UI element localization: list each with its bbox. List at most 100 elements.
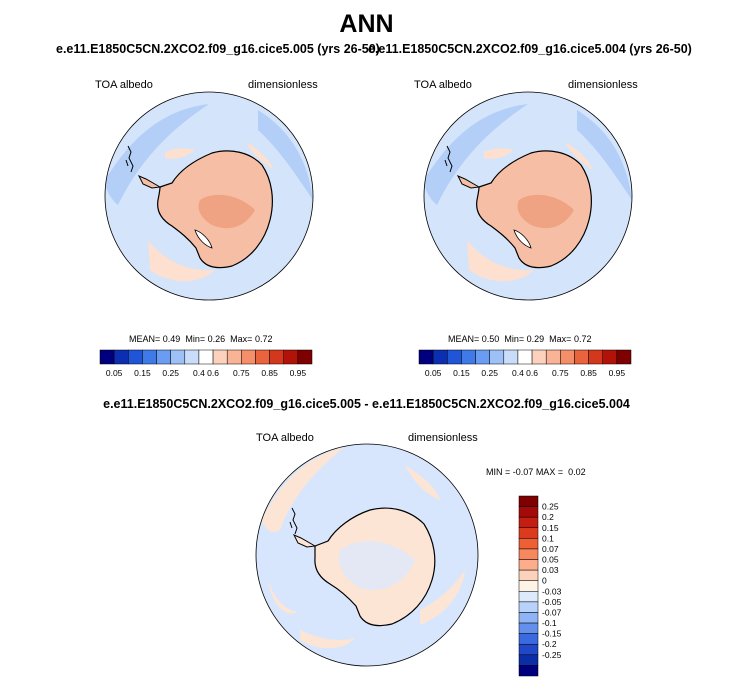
- colorbar-tick-label: 0.2: [542, 512, 554, 522]
- colorbar-swatch: [212, 349, 228, 365]
- panel-2-map: [423, 91, 633, 301]
- colorbar-swatch: [574, 349, 589, 365]
- panel-1-case-title: e.e11.E1850C5CN.2XCO2.f09_g16.cice5.005 …: [56, 42, 380, 56]
- panel-2-units-label: dimensionless: [568, 79, 638, 91]
- difference-min-max: MIN = -0.07 MAX = 0.02: [486, 467, 586, 477]
- panel-1-map: [104, 91, 314, 301]
- diff-max-label: MAX =: [535, 467, 564, 477]
- colorbar-swatch: [142, 349, 157, 365]
- panel-1-stats: MEAN= 0.49 Min= 0.26 Max= 0.72: [129, 334, 272, 344]
- min-value: 0.29: [526, 334, 545, 344]
- panel-1-units-label: dimensionless: [248, 79, 318, 91]
- colorbar-tick-label: 0.1: [542, 533, 554, 543]
- difference-title: e.e11.E1850C5CN.2XCO2.f09_g16.cice5.005 …: [103, 397, 630, 411]
- max-value: 0.72: [254, 334, 273, 344]
- colorbar-tick-label: 0.05: [106, 368, 123, 378]
- colorbar-swatch: [518, 601, 539, 613]
- colorbar-tick-label: 0.95: [290, 368, 307, 378]
- colorbar-tick-label: 0.6: [526, 368, 538, 378]
- colorbar-tick-label: 0.05: [425, 368, 442, 378]
- colorbar-tick-label: 0.85: [261, 368, 278, 378]
- colorbar-tick-label: 0.75: [552, 368, 569, 378]
- colorbar-tick-label: -0.25: [542, 650, 562, 660]
- antarctica-1: [137, 150, 273, 269]
- panel-2-variable-label: TOA albedo: [414, 79, 472, 91]
- south-america-tip-1: [125, 145, 134, 173]
- panel-1-colorbar: 0.05 0.15 0.25 0.4 0.6 0.75 0.85 0.95: [99, 349, 313, 378]
- colorbar-swatch: [518, 506, 539, 518]
- panel-2-colorbar: 0.05 0.15 0.25 0.4 0.6 0.75 0.85 0.95: [418, 349, 632, 378]
- colorbar-tick-label: 0.15: [453, 368, 470, 378]
- colorbar-swatch: [461, 349, 476, 365]
- colorbar-swatch: [616, 349, 632, 365]
- colorbar-tick-label: 0.15: [134, 368, 151, 378]
- colorbar-tick-label: 0.25: [481, 368, 498, 378]
- colorbar-tick-label: 0.75: [233, 368, 250, 378]
- colorbar-tick-label: 0.25: [162, 368, 179, 378]
- colorbar-tick-label: -0.03: [542, 586, 562, 596]
- colorbar-swatch: [170, 349, 186, 365]
- colorbar-tick-label: -0.15: [542, 629, 562, 639]
- colorbar-swatch: [447, 349, 462, 365]
- colorbar-swatch: [475, 349, 490, 365]
- colorbar-swatch: [432, 349, 448, 365]
- colorbar-swatch: [545, 349, 561, 365]
- colorbar-swatch: [489, 349, 505, 365]
- colorbar-swatch: [560, 349, 575, 365]
- colorbar-tick-label: 0: [542, 576, 547, 586]
- colorbar-swatch: [503, 349, 519, 365]
- diff-min-label: MIN =: [486, 467, 511, 477]
- colorbar-swatch: [518, 622, 539, 634]
- colorbar-tick-label: 0.4: [193, 368, 205, 378]
- diff-min-value: -0.07: [512, 467, 534, 477]
- colorbar-swatch: [418, 349, 434, 365]
- colorbar-swatch: [518, 538, 539, 550]
- colorbar-tick-label: 0.07: [542, 544, 559, 554]
- colorbar-swatch: [531, 349, 547, 365]
- colorbar-swatch: [99, 349, 115, 365]
- colorbar-swatch: [226, 349, 242, 365]
- difference-map: [255, 443, 479, 667]
- colorbar-swatch: [517, 349, 533, 365]
- min-label: Min=: [504, 334, 525, 344]
- colorbar-tick-label: -0.07: [542, 607, 562, 617]
- mean-value: 0.50: [481, 334, 500, 344]
- max-value: 0.72: [573, 334, 592, 344]
- max-label: Max=: [230, 334, 253, 344]
- min-value: 0.26: [207, 334, 226, 344]
- colorbar-tick-label: 0.15: [542, 523, 559, 533]
- colorbar-swatch: [518, 580, 539, 592]
- colorbar-tick-label: 0.85: [580, 368, 597, 378]
- colorbar-swatch: [518, 633, 539, 645]
- colorbar-swatch: [602, 349, 618, 365]
- colorbar-swatch: [283, 349, 299, 365]
- difference-units-label: dimensionless: [408, 432, 478, 444]
- difference-colorbar: 0.250.20.150.10.070.050.030-0.03-0.05-0.…: [518, 495, 562, 677]
- mean-label: MEAN=: [129, 334, 161, 344]
- colorbar-swatch: [518, 654, 539, 666]
- colorbar-swatch: [518, 665, 539, 677]
- colorbar-swatch: [588, 349, 603, 365]
- colorbar-swatch: [297, 349, 313, 365]
- colorbar-swatch: [184, 349, 200, 365]
- panel-1-variable-label: TOA albedo: [95, 79, 153, 91]
- colorbar-tick-label: -0.2: [542, 639, 557, 649]
- min-label: Min=: [185, 334, 206, 344]
- colorbar-swatch: [198, 349, 214, 365]
- colorbar-swatch: [518, 527, 539, 539]
- colorbar-tick-label: 0.6: [207, 368, 219, 378]
- colorbar-swatch: [518, 548, 539, 560]
- antarctica-2: [456, 150, 592, 269]
- colorbar-tick-label: 0.05: [542, 555, 559, 565]
- colorbar-swatch: [241, 349, 256, 365]
- colorbar-swatch: [518, 495, 539, 507]
- south-america-tip-2: [444, 145, 453, 173]
- antarctica-diff: [292, 507, 436, 627]
- panel-2-stats: MEAN= 0.50 Min= 0.29 Max= 0.72: [448, 334, 591, 344]
- colorbar-swatch: [518, 643, 539, 656]
- colorbar-swatch: [128, 349, 143, 365]
- colorbar-swatch: [156, 349, 171, 365]
- colorbar-swatch: [518, 612, 539, 624]
- mean-label: MEAN=: [448, 334, 480, 344]
